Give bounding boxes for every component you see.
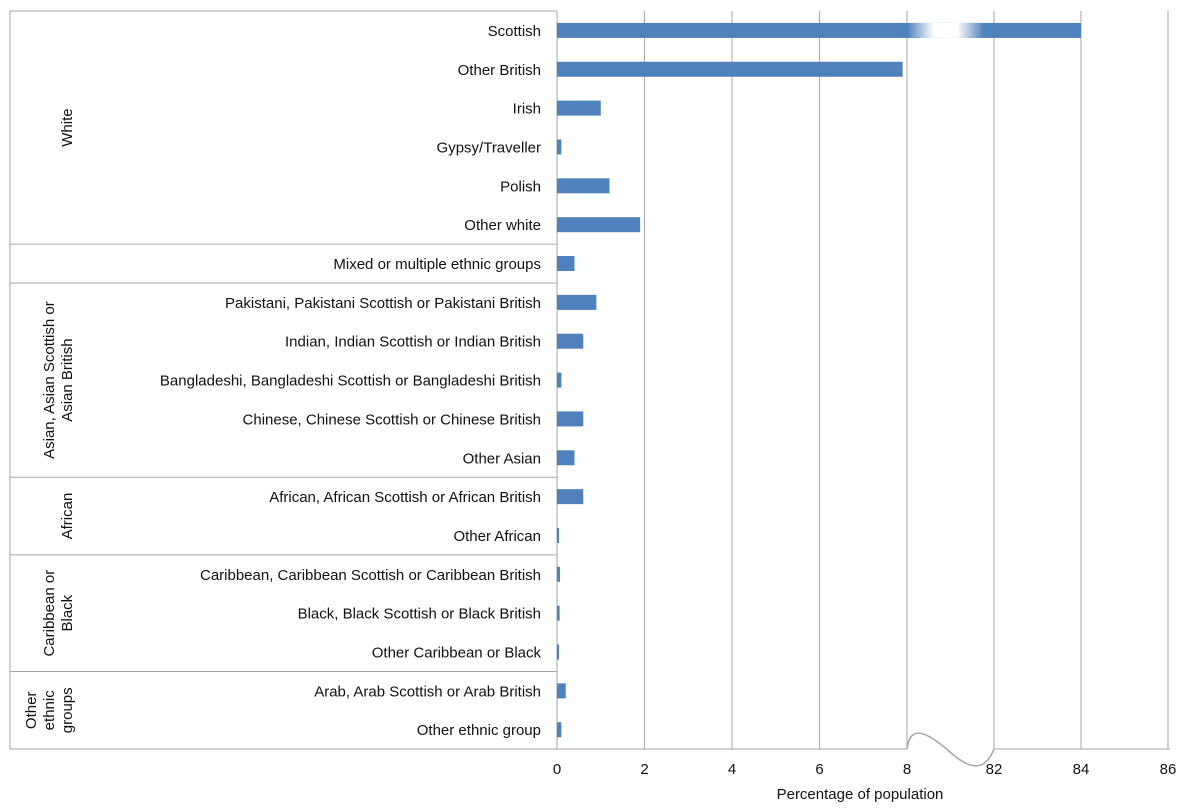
group-label-line: Caribbean or xyxy=(41,570,58,657)
category-label: Black, Black Scottish or Black British xyxy=(298,606,541,623)
category-label: Other British xyxy=(458,62,541,79)
bar xyxy=(557,178,610,194)
axis-break-mark xyxy=(906,732,995,767)
category-label: Indian, Indian Scottish or Indian Britis… xyxy=(285,334,541,351)
category-label: Bangladeshi, Bangladeshi Scottish or Ban… xyxy=(160,373,541,390)
category-label: Irish xyxy=(513,101,541,118)
group-label-line: Other xyxy=(23,692,40,730)
x-tick-label: 6 xyxy=(815,761,823,778)
bar xyxy=(557,294,597,310)
group-label-line: ethnic xyxy=(41,690,58,731)
group-label: African xyxy=(59,493,76,540)
bar xyxy=(557,217,641,233)
group-label-line: African xyxy=(59,493,76,540)
category-label: Other African xyxy=(453,528,541,545)
group-label: White xyxy=(59,108,76,146)
category-label: Other white xyxy=(464,217,541,234)
x-axis-title: Percentage of population xyxy=(777,786,944,803)
x-tick-label: 84 xyxy=(1073,761,1090,778)
category-label: Mixed or multiple ethnic groups xyxy=(333,256,541,273)
bar xyxy=(557,372,562,388)
category-label: African, African Scottish or African Bri… xyxy=(269,489,541,506)
x-tick-label: 2 xyxy=(640,761,648,778)
x-tick-label: 82 xyxy=(986,761,1003,778)
bar xyxy=(557,566,561,582)
x-tick-label: 0 xyxy=(553,761,561,778)
category-label: Gypsy/Traveller xyxy=(437,139,541,156)
bar xyxy=(557,256,575,272)
bar xyxy=(557,527,559,543)
category-label: Other Caribbean or Black xyxy=(372,645,542,662)
category-label: Other Asian xyxy=(463,450,541,467)
bar xyxy=(557,450,575,466)
bar xyxy=(557,22,1081,38)
x-tick-label: 8 xyxy=(903,761,911,778)
category-label: Caribbean, Caribbean Scottish or Caribbe… xyxy=(200,567,541,584)
x-tick-label: 86 xyxy=(1160,761,1177,778)
category-label: Arab, Arab Scottish or Arab British xyxy=(314,683,541,700)
bar xyxy=(557,61,903,77)
category-label: Pakistani, Pakistani Scottish or Pakista… xyxy=(225,295,541,312)
group-label-line: Asian British xyxy=(59,338,76,421)
group-label: Asian, Asian Scottish orAsian British xyxy=(41,301,76,459)
bar xyxy=(557,489,584,505)
group-label-line: Black xyxy=(59,594,76,631)
bar xyxy=(557,139,562,155)
bar xyxy=(557,411,584,427)
group-label-line: White xyxy=(59,108,76,146)
group-label: Caribbean orBlack xyxy=(41,570,76,657)
bar xyxy=(557,100,601,116)
bar xyxy=(557,333,584,349)
group-label-line: Asian, Asian Scottish or xyxy=(41,301,58,459)
category-label: Scottish xyxy=(488,23,541,40)
group-label: Otherethnicgroups xyxy=(23,687,76,733)
bar xyxy=(557,605,560,621)
category-label: Chinese, Chinese Scottish or Chinese Bri… xyxy=(243,411,541,428)
bar xyxy=(557,644,559,660)
category-label: Polish xyxy=(500,178,541,195)
bar xyxy=(557,683,566,699)
bar-break-fade xyxy=(907,22,984,38)
category-label: Other ethnic group xyxy=(417,722,541,739)
x-tick-label: 4 xyxy=(728,761,736,778)
bar xyxy=(557,722,562,738)
group-label-line: groups xyxy=(59,687,76,733)
